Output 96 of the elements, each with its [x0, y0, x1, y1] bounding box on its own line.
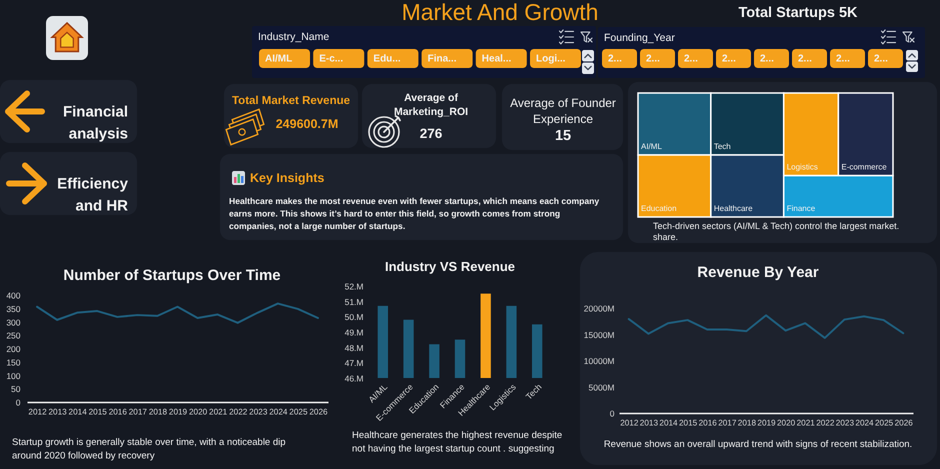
- x-tick-label: 2020: [776, 418, 796, 428]
- category-label: Education: [641, 204, 677, 213]
- text: Key Insights: [250, 171, 324, 185]
- y-tick-label: 51.M: [344, 296, 364, 307]
- x-tick-label: 2013: [48, 408, 68, 416]
- text: Healthcare makes the most revenue even with fewer startups, which means each company earns more. This shows it’s hard to enter this field, so growth comes from strong companies, not a large number of startups.: [229, 196, 600, 231]
- text: Average of Founder Experience: [510, 96, 616, 126]
- text: Tech-driven sectors (AI/ML & Tech) control the largest market. share.: [653, 221, 900, 242]
- x-tick-label: 2016: [108, 408, 128, 416]
- y-tick-label: 15000M: [584, 330, 614, 340]
- x-tick-label: 2023: [836, 418, 854, 428]
- x-tick-label: 2019: [168, 408, 188, 416]
- y-tick-label: 250: [6, 330, 21, 341]
- x-tick-label: 2023: [249, 408, 268, 416]
- text: Total Market Revenue: [232, 95, 350, 107]
- text: Founding_Year: [604, 32, 676, 44]
- y-tick-label: 10000M: [584, 356, 614, 366]
- line-series: [36, 302, 319, 324]
- y-tick-label: 48.M: [344, 342, 364, 353]
- category-label: Healthcare: [714, 204, 754, 213]
- text: Efficiency and HR: [57, 176, 129, 214]
- text: 15: [554, 128, 572, 144]
- y-tick-label: 400: [6, 290, 21, 300]
- text: Revenue shows an overall upward trend with signs of recent stabilization.: [604, 439, 912, 450]
- x-tick-label: 2012: [620, 418, 639, 428]
- text: Financial analysis: [62, 104, 128, 142]
- category-label: Logistics: [786, 162, 818, 172]
- x-tick-label: 2026: [894, 418, 914, 428]
- x-tick-label: 2014: [68, 408, 88, 416]
- x-tick-label: 2015: [88, 408, 108, 416]
- text: 249600.7M: [276, 117, 338, 131]
- category-label: 2...: [760, 54, 774, 64]
- y-tick-label: 5000M: [588, 382, 614, 392]
- x-tick-label: 2017: [128, 408, 148, 416]
- y-tick-label: 50.M: [344, 312, 364, 322]
- x-tick-label: 2012: [28, 408, 48, 416]
- x-tick-label: 2016: [698, 418, 718, 428]
- y-tick-label: 300: [6, 317, 21, 328]
- x-tick-label: 2022: [816, 418, 835, 428]
- x-tick-label: 2013: [640, 418, 658, 428]
- x-tick-label: 2014: [659, 418, 678, 428]
- x-tick-label: 2021: [209, 408, 228, 416]
- category-label: E-c...: [319, 54, 344, 64]
- line-series: [628, 314, 904, 339]
- category-label: AI/ML: [641, 142, 662, 151]
- text: Total Startups 5K: [738, 5, 858, 21]
- chart-title: Industry VS Revenue: [384, 259, 516, 274]
- x-tick-label: Tech: [524, 382, 544, 402]
- x-tick-label: 2021: [796, 418, 816, 428]
- category-label: AI/ML: [265, 54, 292, 64]
- x-tick-label: 2025: [289, 408, 308, 416]
- category-label: Finance: [786, 204, 816, 213]
- text: Average of Marketing_ROI: [394, 92, 468, 118]
- category-label: Logi...: [536, 54, 566, 64]
- y-tick-label: 150: [6, 357, 21, 368]
- chart-title: Number of Startups Over Time: [63, 267, 281, 284]
- text: Industry_Name: [258, 31, 330, 43]
- category-label: 2...: [722, 54, 736, 64]
- x-tick-label: 2025: [874, 418, 894, 428]
- category-label: 2...: [646, 54, 660, 64]
- y-tick-label: 0: [16, 398, 21, 408]
- x-tick-label: 2022: [229, 408, 248, 416]
- text: 276: [420, 126, 443, 141]
- text: Market And Growth: [402, 0, 598, 25]
- category-label: 2...: [608, 54, 622, 64]
- x-tick-label: 2020: [188, 408, 208, 416]
- x-tick-label: 2026: [309, 408, 328, 416]
- text: Startup growth is generally stable over time, with a noticeable dip around 2020 followed by recovery: [12, 437, 286, 462]
- y-tick-label: 50: [11, 384, 21, 394]
- y-tick-label: 0: [610, 408, 615, 418]
- x-tick-label: 2024: [269, 408, 288, 416]
- category-label: Edu...: [373, 54, 401, 64]
- x-tick-label: 2018: [148, 408, 168, 416]
- y-tick-label: 100: [6, 370, 21, 381]
- category-label: Fina...: [428, 54, 457, 64]
- category-label: Tech: [714, 142, 731, 151]
- y-tick-label: 46.M: [344, 374, 364, 384]
- y-tick-label: 47.M: [344, 358, 364, 368]
- category-label: Heal...: [482, 54, 512, 64]
- x-tick-label: 2018: [738, 418, 756, 428]
- y-tick-label: 20000M: [584, 304, 614, 314]
- x-tick-label: 2015: [678, 418, 698, 428]
- category-label: 2...: [836, 54, 850, 64]
- x-tick-label: 2019: [757, 418, 776, 428]
- x-tick-label: 2017: [718, 418, 737, 428]
- chart-title: Revenue By Year: [697, 264, 819, 281]
- x-tick-label: 2024: [855, 418, 874, 428]
- category-label: 2...: [684, 54, 698, 64]
- category-label: 2...: [798, 54, 812, 64]
- y-tick-label: 52.M: [344, 282, 364, 292]
- y-tick-label: 49.M: [344, 328, 364, 338]
- category-label: 2...: [874, 54, 888, 64]
- category-label: E-commerce: [841, 162, 888, 172]
- y-tick-label: 350: [6, 304, 21, 314]
- y-tick-label: 200: [6, 344, 21, 354]
- text: Healthcare generates the highest revenue despite not having the largest startup count . suggesting: [352, 430, 562, 454]
